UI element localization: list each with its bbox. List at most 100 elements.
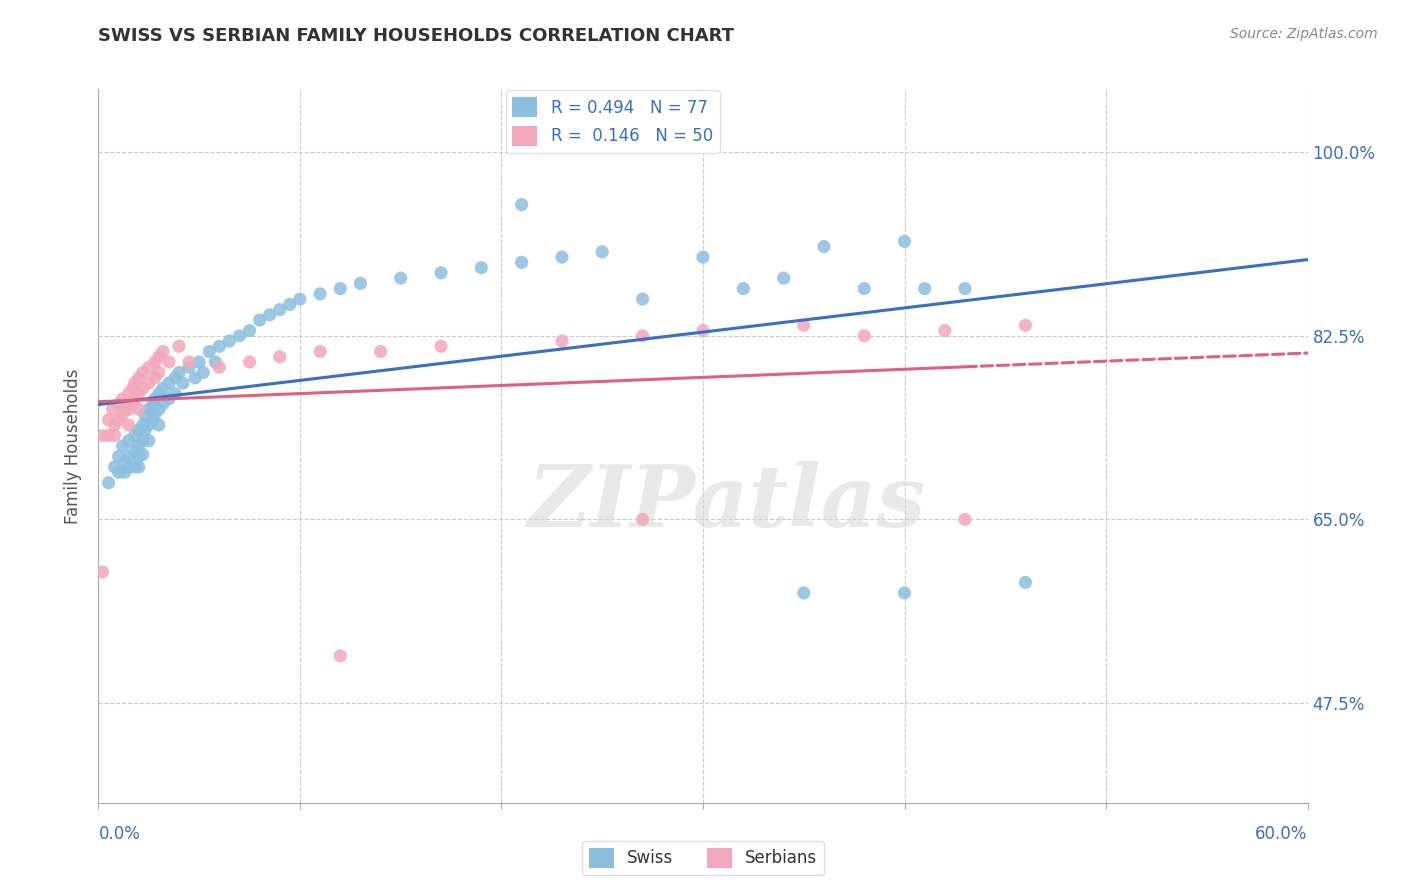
Point: [288, 292, 311, 306]
Point: [249, 313, 271, 327]
Point: [329, 648, 352, 663]
Point: [184, 371, 207, 385]
Point: [198, 344, 221, 359]
Point: [239, 355, 262, 369]
Point: [163, 371, 186, 385]
Point: [91, 565, 114, 579]
Point: [128, 460, 150, 475]
Point: [101, 402, 124, 417]
Point: [134, 423, 156, 437]
Point: [430, 339, 453, 353]
Point: [188, 355, 211, 369]
Point: [157, 355, 180, 369]
Point: [239, 324, 262, 338]
Text: 0.0%: 0.0%: [98, 825, 141, 843]
Point: [124, 428, 146, 442]
Point: [430, 266, 453, 280]
Point: [107, 465, 129, 479]
Point: [510, 197, 533, 211]
Point: [389, 271, 412, 285]
Point: [692, 250, 714, 264]
Point: [97, 413, 120, 427]
Point: [124, 444, 146, 458]
Point: [118, 450, 141, 464]
Point: [269, 350, 291, 364]
Point: [97, 475, 120, 490]
Point: [111, 439, 134, 453]
Point: [118, 417, 141, 432]
Point: [309, 344, 332, 359]
Point: [179, 355, 201, 369]
Point: [772, 271, 794, 285]
Point: [103, 428, 125, 442]
Point: [142, 397, 165, 411]
Point: [631, 512, 654, 526]
Point: [132, 366, 155, 380]
Point: [124, 392, 146, 406]
Point: [269, 302, 291, 317]
Point: [143, 355, 166, 369]
Point: [138, 417, 160, 432]
Point: [148, 386, 170, 401]
Point: [103, 460, 125, 475]
Point: [152, 381, 174, 395]
Point: [157, 376, 180, 390]
Point: [733, 282, 755, 296]
Point: [934, 324, 956, 338]
Point: [853, 282, 876, 296]
Point: [138, 360, 160, 375]
Point: [138, 402, 160, 417]
Point: [128, 423, 150, 437]
Point: [953, 512, 976, 526]
Point: [793, 586, 815, 600]
Point: [510, 255, 533, 269]
Point: [1014, 575, 1036, 590]
Text: Source: ZipAtlas.com: Source: ZipAtlas.com: [1230, 27, 1378, 41]
Point: [143, 392, 166, 406]
Point: [551, 334, 574, 348]
Point: [97, 428, 120, 442]
Point: [329, 282, 352, 296]
Point: [118, 402, 141, 417]
Point: [124, 376, 146, 390]
Point: [370, 344, 392, 359]
Point: [793, 318, 815, 333]
Point: [142, 413, 165, 427]
Point: [138, 434, 160, 448]
Point: [111, 392, 134, 406]
Point: [208, 360, 231, 375]
Point: [278, 297, 301, 311]
Point: [128, 386, 150, 401]
Point: [103, 417, 125, 432]
Point: [179, 360, 201, 375]
Point: [692, 324, 714, 338]
Point: [132, 417, 155, 432]
Point: [114, 402, 136, 417]
Point: [148, 350, 170, 364]
Point: [152, 344, 174, 359]
Legend: R = 0.494   N = 77, R =  0.146   N = 50: R = 0.494 N = 77, R = 0.146 N = 50: [506, 90, 720, 153]
Point: [893, 235, 915, 249]
Point: [893, 586, 915, 600]
Point: [914, 282, 936, 296]
Point: [111, 408, 134, 422]
Point: [259, 308, 281, 322]
Point: [853, 328, 876, 343]
Point: [128, 371, 150, 385]
Point: [91, 428, 114, 442]
Point: [124, 460, 146, 475]
Point: [193, 366, 215, 380]
Point: [208, 339, 231, 353]
Point: [121, 381, 143, 395]
Point: [228, 328, 250, 343]
Point: [551, 250, 574, 264]
Point: [128, 402, 150, 417]
Point: [309, 286, 332, 301]
Point: [143, 408, 166, 422]
Point: [132, 447, 155, 461]
Point: [107, 450, 129, 464]
Point: [953, 282, 976, 296]
Point: [470, 260, 492, 275]
Point: [148, 417, 170, 432]
Text: 60.0%: 60.0%: [1256, 825, 1308, 843]
